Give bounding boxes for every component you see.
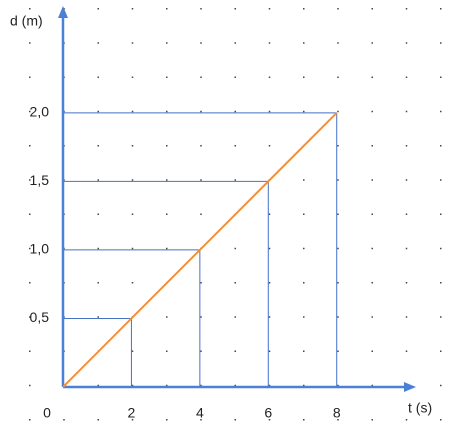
y-axis-arrow <box>58 6 68 18</box>
y-tick-label: 1,0 <box>30 241 50 257</box>
y-axis-label: d (m) <box>10 13 43 29</box>
x-axis-label: t (s) <box>408 400 432 416</box>
x-tick-label: 8 <box>333 405 341 421</box>
y-tick-label: 0,5 <box>30 309 50 325</box>
x-tick-label: 4 <box>196 405 204 421</box>
x-tick-label: 2 <box>128 405 136 421</box>
x-tick-label: 0 <box>43 405 51 421</box>
y-tick-label: 2,0 <box>30 104 50 120</box>
data-line <box>62 112 338 388</box>
y-tick-label: 1,5 <box>30 172 50 188</box>
x-tick-label: 6 <box>264 405 272 421</box>
x-axis-arrow <box>404 382 416 392</box>
